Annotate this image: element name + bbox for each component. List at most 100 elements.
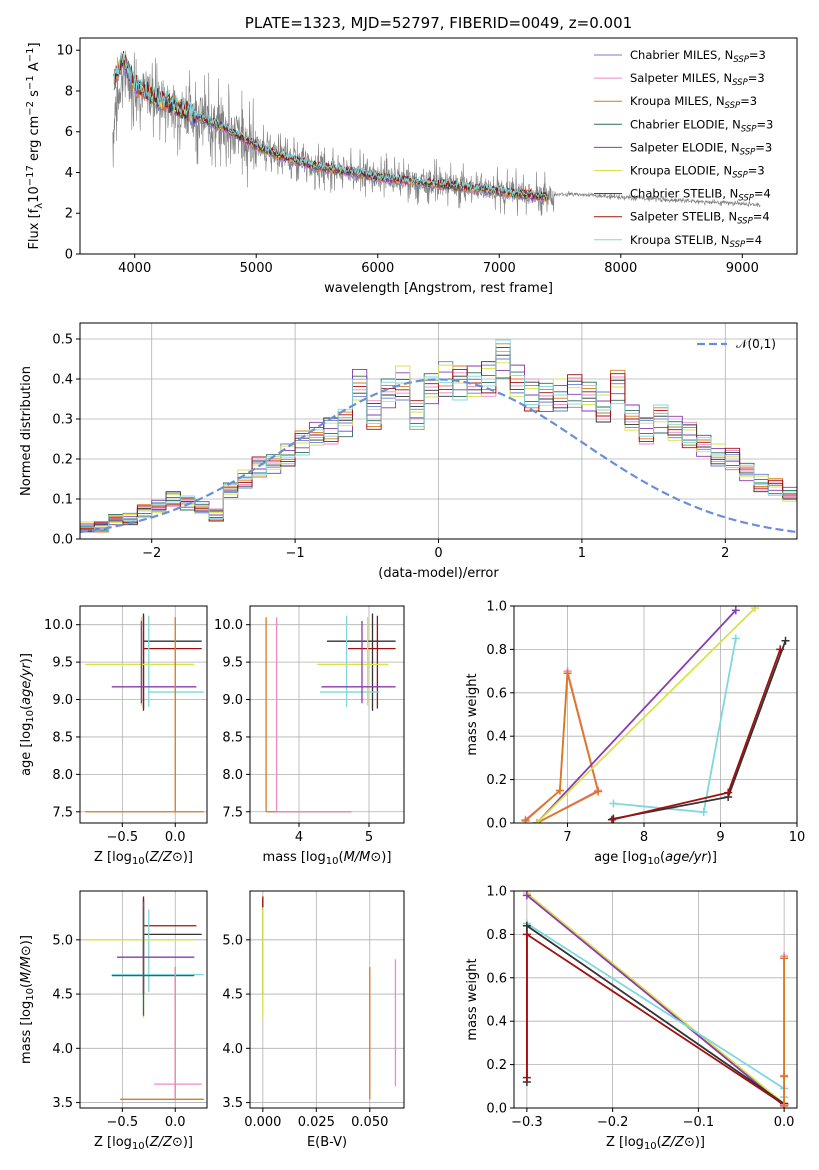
y-tick-label: 6 xyxy=(65,125,73,140)
panel-age-vs-mass: 4 5 7.5 8.0 8.5 9.0 9.5 10.0 mass [log10(M/M⊙)] xyxy=(214,605,405,867)
x-axis-label: mass [log10(M/M⊙)] xyxy=(263,850,392,867)
x-tick-label: 5000 xyxy=(240,261,273,276)
x-tick-label: −0.3 xyxy=(511,1115,543,1130)
data-point xyxy=(148,615,204,708)
x-axis-label: Z [log10(Z/Z⊙)] xyxy=(94,1135,193,1152)
weight-marker xyxy=(781,636,790,645)
x-tick-label: 9 xyxy=(716,830,724,845)
axes-frame xyxy=(249,890,405,1109)
panel-residuals: −2 −1 0 1 2 0.0 0.1 0.2 0.3 0.4 0.5 (data-model)/er… xyxy=(19,322,798,581)
plot-area-weight-vs-Z xyxy=(522,891,789,1108)
weight-line-5 xyxy=(526,932,785,1106)
data-point xyxy=(111,907,195,1016)
weight-marker xyxy=(699,808,708,817)
y-tick-label: 4.5 xyxy=(222,988,243,1003)
y-tick-label: 0.3 xyxy=(52,413,73,428)
x-tick-label: 0.0 xyxy=(165,1115,186,1130)
data-point xyxy=(120,966,204,1100)
y-tick-label: 4 xyxy=(65,166,73,181)
weight-marker xyxy=(594,787,603,796)
weight-line-6 xyxy=(613,640,787,820)
y-tick-label: 1.0 xyxy=(486,600,507,615)
weight-marker xyxy=(724,788,733,797)
x-axis-label: wavelength [Angstrom, rest frame] xyxy=(324,281,553,296)
y-tick-label: 3.5 xyxy=(52,1096,73,1111)
gaussian-curve xyxy=(80,378,797,534)
histogram-step-9 xyxy=(80,339,797,532)
x-tick-label: 5 xyxy=(365,830,373,845)
plot-area-age-vs-mass xyxy=(265,613,396,813)
observed-spectrum-line xyxy=(112,50,761,217)
x-tick-label: 0.0 xyxy=(774,1115,795,1130)
weight-line-5 xyxy=(613,638,737,814)
y-axis-label: Normed distribution xyxy=(19,366,34,496)
x-tick-label: 0.050 xyxy=(351,1115,388,1130)
y-tick-label: 0.2 xyxy=(52,453,73,468)
plot-area-residuals xyxy=(80,339,797,534)
model-line-9 xyxy=(113,52,549,198)
weight-marker xyxy=(609,799,618,808)
y-axis-label: age [log10(age/yr)] xyxy=(19,653,36,776)
panel-weight-vs-age: 7 8 9 10 0.0 0.2 0.4 0.6 0.8 1.0 age [log10(age/yr… xyxy=(465,600,805,868)
x-tick-label: −0.2 xyxy=(597,1115,629,1130)
plot-area-mass-vs-Z xyxy=(85,896,204,1100)
histogram-step-7 xyxy=(80,354,797,532)
y-tick-label: 0 xyxy=(65,248,73,263)
x-tick-label: 8 xyxy=(640,830,648,845)
axes-frame xyxy=(79,37,798,255)
y-tick-label: 8.0 xyxy=(222,768,243,783)
data-point xyxy=(327,613,396,711)
legend-entry: Chabrier ELODIE, NSSP=3 xyxy=(630,117,773,134)
data-point xyxy=(275,617,352,813)
y-tick-label: 8.5 xyxy=(222,730,243,745)
y-tick-label: 0.4 xyxy=(486,1015,507,1030)
axes-frame xyxy=(513,890,798,1109)
y-tick-label: 5.0 xyxy=(222,933,243,948)
data-point xyxy=(142,896,197,995)
x-tick-label: −0.5 xyxy=(107,1115,139,1130)
weight-marker xyxy=(522,891,531,900)
x-tick-label: 1 xyxy=(578,546,586,561)
weight-marker xyxy=(607,815,616,823)
x-tick-label: 0.000 xyxy=(244,1115,281,1130)
weight-marker xyxy=(780,1101,789,1108)
weight-line-7 xyxy=(611,649,782,821)
weight-marker xyxy=(780,954,789,963)
y-tick-label: 0.8 xyxy=(486,928,507,943)
legend-entry: Chabrier STELIB, NSSP=4 xyxy=(630,187,771,204)
weight-marker xyxy=(731,606,740,615)
y-tick-label: 7.5 xyxy=(222,805,243,820)
data-point xyxy=(111,620,197,704)
data-point xyxy=(320,615,380,708)
y-tick-label: 0.2 xyxy=(486,1058,507,1073)
y-tick-label: 1.0 xyxy=(486,885,507,900)
y-tick-label: 2 xyxy=(65,207,73,222)
data-point xyxy=(154,966,202,1100)
plot-area-spectrum xyxy=(112,50,761,217)
plot-area-age-vs-Z xyxy=(85,613,204,813)
weight-marker xyxy=(750,606,759,613)
x-tick-label: 0 xyxy=(434,546,442,561)
y-tick-label: 0.6 xyxy=(486,971,507,986)
y-axis-label: mass weight xyxy=(465,958,480,1040)
weight-marker xyxy=(522,921,531,930)
data-point xyxy=(117,901,195,995)
axes-frame xyxy=(513,605,798,824)
data-point xyxy=(111,909,204,992)
x-axis-label: (data-model)/error xyxy=(378,566,499,581)
weight-line-2 xyxy=(524,673,600,823)
y-tick-label: 10 xyxy=(56,44,73,59)
x-tick-label: 6000 xyxy=(361,261,394,276)
legend-entry: Salpeter MILES, NSSP=3 xyxy=(630,71,765,88)
histogram-step-4 xyxy=(80,371,797,531)
x-tick-label: 0.025 xyxy=(298,1115,335,1130)
y-tick-label: 0.8 xyxy=(486,643,507,658)
x-tick-label: 8000 xyxy=(604,261,637,276)
y-tick-label: 0.0 xyxy=(486,817,507,832)
y-tick-label: 8 xyxy=(65,84,73,99)
y-tick-label: 0.0 xyxy=(52,533,73,548)
x-tick-label: −1 xyxy=(286,546,305,561)
y-tick-label: 9.5 xyxy=(52,656,73,671)
legend-entry: Kroupa STELIB, NSSP=4 xyxy=(630,233,762,250)
